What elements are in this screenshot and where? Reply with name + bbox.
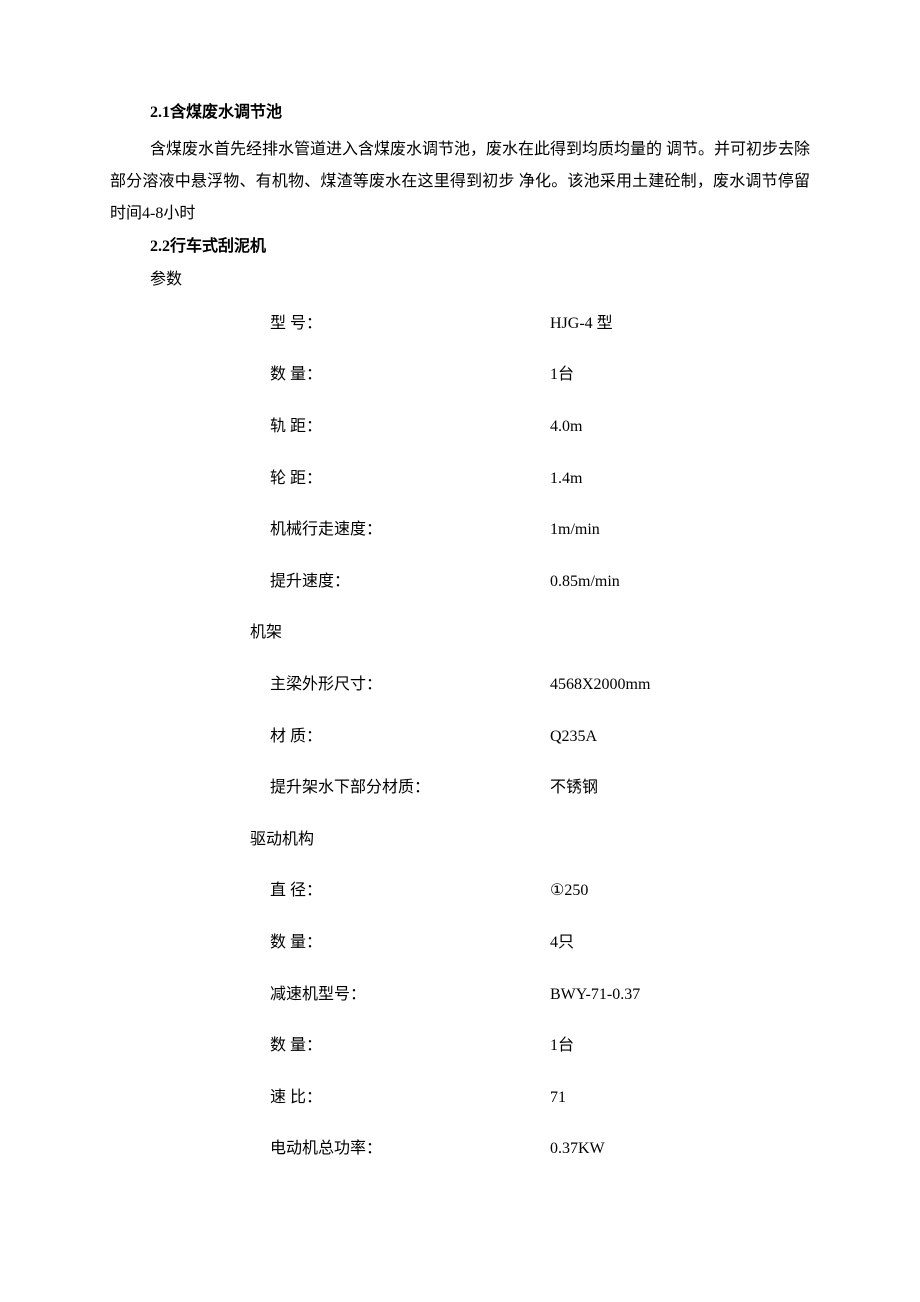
spec-label: 减速机型号： — [270, 982, 550, 1008]
spec-label: 轨 距： — [270, 414, 550, 440]
spec-row: 轨 距： 4.0m — [270, 414, 810, 440]
spec-row: 机械行走速度： 1m/min — [270, 517, 810, 543]
spec-row: 数 量： 1台 — [270, 362, 810, 388]
spec-row: 提升架水下部分材质： 不锈钢 — [270, 775, 810, 801]
spec-value: BWY-71-0.37 — [550, 982, 810, 1008]
spec-value: 4568X2000mm — [550, 672, 810, 698]
spec-row: 数 量： 1台 — [270, 1033, 810, 1059]
spec-value: HJG-4 型 — [550, 311, 810, 337]
spec-label: 速 比： — [270, 1085, 550, 1111]
spec-label: 直 径： — [270, 878, 550, 904]
spec-row: 直 径： ①250 — [270, 878, 810, 904]
spec-label: 数 量： — [270, 1033, 550, 1059]
spec-row: 轮 距： 1.4m — [270, 466, 810, 492]
spec-label: 材 质： — [270, 724, 550, 750]
general-specs-block: 型 号： HJG-4 型 数 量： 1台 轨 距： 4.0m 轮 距： 1.4m… — [270, 311, 810, 595]
spec-value: Q235A — [550, 724, 810, 750]
spec-value: ①250 — [550, 878, 810, 904]
spec-value: 0.85m/min — [550, 569, 810, 595]
spec-label: 型 号： — [270, 311, 550, 337]
spec-label: 提升速度： — [270, 569, 550, 595]
spec-value: 1.4m — [550, 466, 810, 492]
frame-section-label: 机架 — [250, 620, 810, 646]
spec-label: 主梁外形尺寸： — [270, 672, 550, 698]
spec-value: 0.37KW — [550, 1136, 810, 1162]
spec-value: 1台 — [550, 1033, 810, 1059]
drive-specs-block: 直 径： ①250 数 量： 4只 减速机型号： BWY-71-0.37 数 量… — [270, 878, 810, 1162]
spec-value: 1台 — [550, 362, 810, 388]
frame-specs-block: 主梁外形尺寸： 4568X2000mm 材 质： Q235A 提升架水下部分材质… — [270, 672, 810, 801]
spec-row: 材 质： Q235A — [270, 724, 810, 750]
param-label: 参数 — [110, 267, 810, 293]
drive-section-label: 驱动机构 — [250, 827, 810, 853]
spec-label: 提升架水下部分材质： — [270, 775, 550, 801]
spec-row: 主梁外形尺寸： 4568X2000mm — [270, 672, 810, 698]
spec-label: 数 量： — [270, 362, 550, 388]
spec-row: 速 比： 71 — [270, 1085, 810, 1111]
spec-value: 不锈钢 — [550, 775, 810, 801]
spec-label: 轮 距： — [270, 466, 550, 492]
section-22-heading: 2.2行车式刮泥机 — [110, 234, 810, 260]
spec-row: 减速机型号： BWY-71-0.37 — [270, 982, 810, 1008]
section-21-heading: 2.1含煤废水调节池 — [110, 100, 810, 126]
spec-row: 型 号： HJG-4 型 — [270, 311, 810, 337]
spec-value: 1m/min — [550, 517, 810, 543]
spec-label: 电动机总功率： — [270, 1136, 550, 1162]
spec-value: 4只 — [550, 930, 810, 956]
spec-label: 数 量： — [270, 930, 550, 956]
spec-row: 电动机总功率： 0.37KW — [270, 1136, 810, 1162]
spec-value: 71 — [550, 1085, 810, 1111]
section-21-paragraph: 含煤废水首先经排水管道进入含煤废水调节池，废水在此得到均质均量的 调节。并可初步… — [110, 134, 810, 230]
spec-row: 数 量： 4只 — [270, 930, 810, 956]
spec-row: 提升速度： 0.85m/min — [270, 569, 810, 595]
spec-value: 4.0m — [550, 414, 810, 440]
spec-label: 机械行走速度： — [270, 517, 550, 543]
